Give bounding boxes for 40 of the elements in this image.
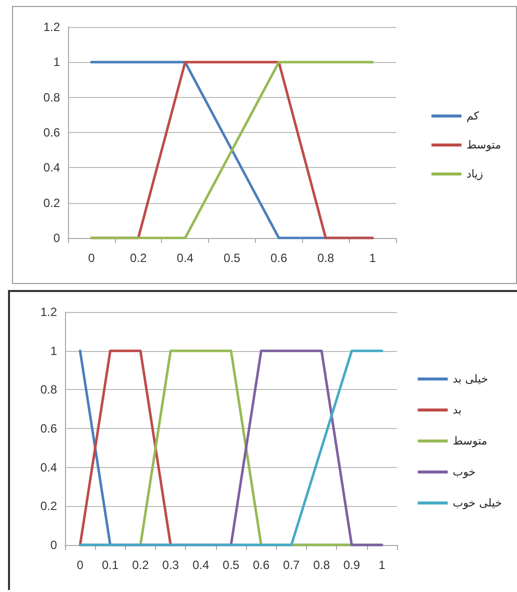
legend-label: خوب [452,466,476,478]
x-tick-label: 0.3 [162,558,180,572]
x-tick-label: 0.5 [222,558,240,572]
y-tick-label: 0.6 [43,126,60,140]
legend-label: متوسط [452,434,488,448]
y-tick-label: 0.4 [40,460,58,474]
x-tick-label: 1 [378,558,386,572]
x-tick-label: 0.6 [252,558,270,572]
x-tick-label: 0 [88,251,96,265]
legend-label: زیاد [466,168,484,180]
y-tick-label: 1 [53,55,60,70]
y-tick-label: 0 [50,538,58,552]
y-tick-label: 1.2 [43,20,60,34]
y-tick-label: 0.2 [40,499,58,514]
x-tick-label: 0.8 [313,558,330,572]
y-tick-label: 0 [53,231,60,245]
y-tick-label: 0.8 [40,382,58,397]
x-tick-label: 0.6 [270,251,288,265]
x-tick-label: 0.5 [224,251,241,265]
x-tick-label: 0.7 [283,558,300,572]
x-tick-label: 0.9 [343,558,360,572]
y-tick-label: 0.8 [43,90,60,104]
y-tick-label: 1.2 [40,305,58,319]
x-tick-label: 0.8 [317,251,334,265]
x-tick-label: 0.1 [102,558,119,572]
x-tick-label: 0.2 [130,251,147,265]
legend-label: متوسط [466,138,502,152]
x-tick-label: 0.4 [176,251,194,265]
x-tick-label: 0.4 [192,558,210,572]
y-tick-label: 0.2 [43,196,60,210]
y-tick-label: 0.6 [40,422,58,436]
legend-label: بد [452,404,462,416]
legend-label: خیلی بد [452,372,488,386]
x-tick-label: 1 [369,251,376,265]
y-tick-label: 1 [50,344,58,358]
legend-label: کم [466,110,480,122]
y-tick-label: 0.4 [43,160,60,175]
x-tick-label: 0 [76,558,84,572]
legend-label: خیلی خوب [452,496,502,510]
x-tick-label: 0.2 [132,558,150,572]
